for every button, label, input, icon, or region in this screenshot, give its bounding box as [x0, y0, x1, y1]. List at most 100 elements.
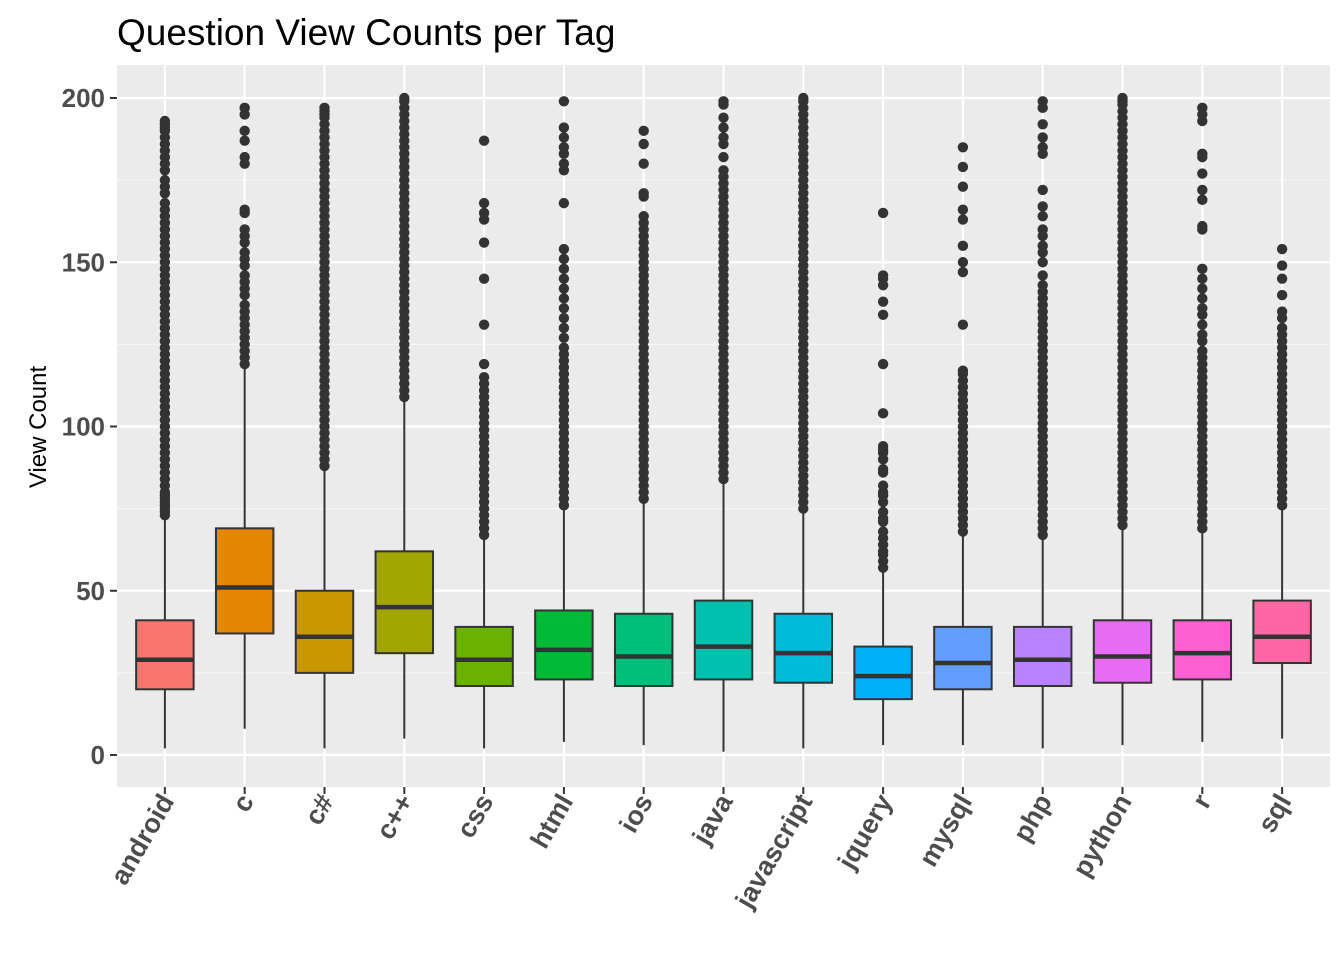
outlier-point [718, 165, 729, 176]
x-tick-label: android [105, 789, 180, 890]
x-tick-label: php [1007, 789, 1058, 847]
outlier-point [558, 342, 570, 353]
outlier-point [159, 197, 171, 209]
box-rect [773, 612, 834, 684]
outlier-point [638, 125, 649, 137]
outlier-point [957, 319, 969, 330]
outlier-point [1197, 148, 1208, 160]
outlier-point [798, 92, 809, 104]
box-rect [1012, 625, 1073, 688]
outlier-point [558, 303, 570, 314]
outlier-point [558, 312, 570, 324]
outlier-point [957, 266, 969, 278]
outlier-point [877, 207, 889, 219]
outlier-point [239, 247, 250, 258]
box-java [693, 96, 754, 752]
x-tick-label: java [686, 788, 739, 850]
outlier-point [1037, 119, 1048, 130]
outlier-point [239, 135, 250, 146]
outlier-point [877, 309, 889, 321]
outlier-point [1276, 260, 1288, 271]
box-r [1172, 102, 1233, 742]
outlier-point [1197, 102, 1208, 114]
box-c [214, 102, 275, 729]
outlier-point [1197, 319, 1208, 330]
outlier-point [239, 299, 250, 311]
y-axis-label: View Count [25, 366, 52, 489]
outlier-point [239, 270, 250, 281]
x-tick-label: c# [299, 789, 340, 830]
outlier-point [957, 204, 969, 215]
outlier-point [877, 464, 889, 475]
box-rect [1172, 619, 1233, 681]
outlier-point [159, 174, 171, 186]
outlier-point [1197, 184, 1208, 196]
box-rect [454, 625, 514, 688]
outlier-point [957, 214, 969, 225]
outlier-point [1037, 257, 1048, 268]
outlier-point [558, 293, 570, 304]
outlier-point [1197, 329, 1208, 340]
outlier-point [877, 441, 889, 452]
outlier-point [159, 115, 171, 127]
outlier-point [558, 243, 570, 255]
box-rect [294, 589, 355, 674]
box-rect [613, 612, 674, 688]
outlier-point [558, 132, 570, 143]
outlier-point [399, 92, 410, 104]
outlier-point [638, 211, 649, 222]
outlier-point [239, 151, 250, 163]
outlier-point [957, 257, 969, 268]
outlier-point [478, 273, 490, 284]
outlier-point [877, 526, 889, 537]
box-python [1092, 92, 1153, 746]
box-rect [214, 527, 275, 635]
outlier-point [718, 151, 729, 163]
outlier-point [1197, 194, 1208, 206]
x-tick-label: c [226, 789, 259, 817]
boxes [135, 92, 1312, 752]
outlier-point [957, 365, 969, 376]
x-tick-label: javascript [729, 789, 819, 914]
box-sql [1252, 243, 1312, 739]
y-tick-label: 50 [76, 576, 105, 606]
outlier-point [638, 188, 649, 199]
outlier-point [1037, 270, 1048, 281]
outlier-point [1197, 283, 1208, 294]
box-jquery [853, 207, 913, 746]
x-tick-label: jquery [831, 789, 898, 875]
x-tick-label: sql [1252, 789, 1297, 838]
outlier-point [1197, 345, 1208, 357]
outlier-point [478, 237, 490, 248]
y-tick-label: 200 [62, 83, 105, 113]
box-css [454, 135, 514, 749]
box-ios [613, 125, 674, 746]
outlier-point [558, 283, 570, 294]
outlier-point [638, 138, 649, 150]
outlier-point [1276, 273, 1288, 284]
outlier-point [1197, 168, 1208, 179]
outlier-point [877, 358, 889, 370]
outlier-point [957, 161, 969, 173]
chart-title: Question View Counts per Tag [117, 12, 615, 53]
outlier-point [478, 135, 490, 146]
outlier-point [1197, 220, 1208, 232]
outlier-point [1037, 142, 1048, 153]
outlier-point [239, 102, 250, 114]
outlier-point [478, 319, 490, 330]
outlier-point [478, 197, 490, 209]
outlier-point [558, 158, 570, 169]
box-html [534, 96, 594, 742]
outlier-point [1276, 243, 1288, 255]
outlier-point [638, 158, 649, 169]
box-rect [1092, 619, 1153, 684]
outlier-point [558, 253, 570, 265]
outlier-point [877, 506, 889, 518]
outlier-point [1037, 201, 1048, 212]
box-rect [534, 609, 594, 681]
outlier-point [718, 112, 729, 123]
box-c++ [374, 92, 435, 739]
box-javascript [773, 92, 834, 749]
